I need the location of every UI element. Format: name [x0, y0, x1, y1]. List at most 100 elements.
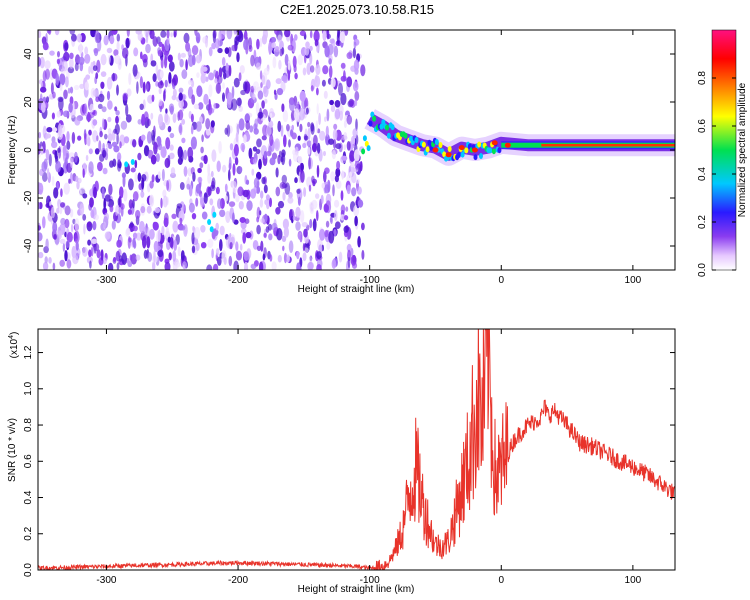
noise-cell [38, 131, 42, 139]
noise-cell [343, 144, 347, 151]
noise-cell [274, 45, 280, 53]
noise-cell [129, 254, 133, 261]
noise-cell [45, 238, 49, 250]
noise-cell [177, 246, 181, 257]
noise-cell [97, 161, 103, 172]
noise-cell [269, 112, 273, 119]
noise-cell [305, 41, 310, 49]
noise-cell [45, 133, 51, 139]
noise-cell [347, 249, 351, 262]
noise-cell [228, 65, 232, 77]
noise-cell [310, 85, 314, 92]
noise-cell [146, 131, 152, 144]
noise-cell [312, 218, 317, 232]
noise-cell [324, 45, 330, 58]
noise-cell [217, 47, 223, 54]
noise-cell [346, 52, 353, 60]
noise-cell [346, 184, 351, 195]
noise-cell [271, 42, 277, 49]
noise-cell [114, 54, 121, 65]
noise-cell [296, 188, 301, 194]
noise-cell [256, 138, 262, 148]
noise-cell [318, 244, 323, 254]
noise-cell [357, 236, 361, 248]
noise-cell [103, 221, 106, 230]
noise-cell [93, 186, 97, 199]
noise-cell [352, 254, 357, 264]
noise-cell [38, 225, 42, 231]
noise-cell [201, 66, 208, 72]
noise-cell [309, 218, 313, 229]
noise-cell [147, 118, 151, 127]
noise-cell [178, 109, 184, 121]
noise-cell [191, 245, 196, 254]
signal-cell [497, 147, 502, 154]
spectrogram-y-label: Frequency (Hz) [7, 116, 18, 185]
noise-cell [159, 70, 164, 79]
noise-cell [168, 72, 172, 84]
snr-x-tick-label: 0 [498, 575, 504, 586]
noise-cell [288, 240, 294, 253]
noise-cell [354, 215, 358, 227]
noise-cell [153, 250, 156, 263]
noise-cell [212, 30, 216, 44]
noise-cell [239, 243, 243, 251]
noise-cell [181, 137, 186, 144]
noise-cell [330, 105, 336, 113]
snr-y-scale-exp: 4 [8, 335, 15, 339]
noise-cell [94, 214, 99, 221]
noise-cell [215, 186, 220, 195]
noise-cell [217, 256, 222, 266]
noise-cell [132, 139, 137, 148]
noise-cell [299, 30, 306, 37]
noise-cell [296, 262, 301, 270]
noise-cell [115, 250, 121, 262]
noise-cell [165, 137, 171, 150]
noise-cell [167, 54, 173, 63]
noise-cell [331, 38, 336, 50]
noise-cell [352, 128, 358, 138]
noise-cell [334, 108, 341, 120]
noise-cell [69, 208, 74, 218]
noise-cell [281, 149, 286, 158]
noise-cell [155, 153, 160, 163]
noise-cell [293, 64, 297, 73]
noise-cell [242, 232, 247, 244]
noise-cell [178, 99, 185, 109]
noise-cell [343, 120, 347, 128]
noise-cell [136, 81, 139, 94]
noise-cell [38, 142, 42, 155]
signal-cell [390, 124, 395, 131]
noise-cell [163, 217, 169, 228]
noise-cell [114, 106, 118, 112]
signal-cell [386, 132, 391, 139]
noise-cell [261, 177, 266, 185]
noise-cell [117, 198, 121, 206]
signal-peak [445, 152, 452, 158]
noise-cell [179, 58, 184, 68]
noise-cell [149, 30, 155, 40]
noise-cell [349, 150, 356, 162]
noise-cell [306, 176, 313, 188]
noise-cell [235, 250, 243, 261]
noise-cell [334, 199, 340, 208]
snr-x-ticks: -300 -200 -100 0 100 [96, 329, 642, 586]
noise-cell [38, 182, 44, 195]
noise-cell [248, 37, 253, 50]
noise-cell [139, 76, 143, 89]
snr-x-tick-label: -300 [96, 575, 116, 586]
noise-cell [281, 174, 287, 184]
noise-cell [65, 150, 70, 160]
noise-cell [277, 200, 285, 209]
snr-x-label: Height of straight line (km) [298, 584, 415, 595]
noise-cell [328, 65, 333, 79]
noise-cell [104, 133, 108, 140]
noise-cell [92, 119, 98, 126]
noise-cell [116, 132, 119, 145]
noise-cell [100, 71, 107, 77]
noise-cell [140, 134, 146, 141]
noise-cell [277, 34, 283, 43]
noise-cell [66, 131, 70, 142]
noise-cell [274, 30, 280, 35]
